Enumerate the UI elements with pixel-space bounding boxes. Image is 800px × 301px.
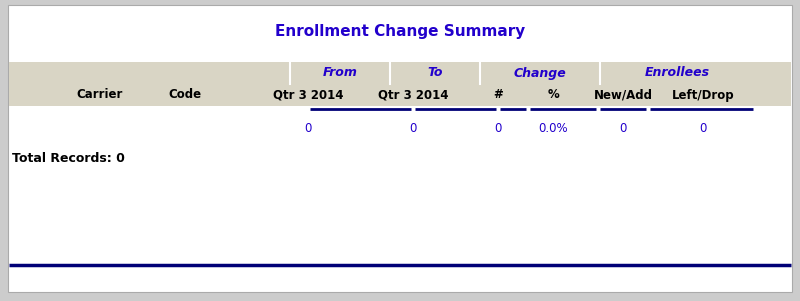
Text: #: # — [493, 88, 503, 101]
Text: 0: 0 — [494, 122, 502, 135]
Text: Left/Drop: Left/Drop — [672, 88, 734, 101]
Text: Qtr 3 2014: Qtr 3 2014 — [273, 88, 343, 101]
Text: 0: 0 — [304, 122, 312, 135]
Text: 0: 0 — [699, 122, 706, 135]
Bar — [9, 62, 791, 106]
Text: %: % — [547, 88, 559, 101]
Text: Qtr 3 2014: Qtr 3 2014 — [378, 88, 448, 101]
Text: Total Records: 0: Total Records: 0 — [12, 151, 125, 165]
Text: 0: 0 — [410, 122, 417, 135]
Text: From: From — [322, 67, 358, 79]
Text: Code: Code — [169, 88, 202, 101]
Text: Enrollees: Enrollees — [645, 67, 710, 79]
Text: Carrier: Carrier — [77, 88, 123, 101]
Text: Change: Change — [514, 67, 566, 79]
Text: New/Add: New/Add — [594, 88, 653, 101]
Text: 0.0%: 0.0% — [538, 122, 568, 135]
Text: 0: 0 — [619, 122, 626, 135]
Text: Enrollment Change Summary: Enrollment Change Summary — [275, 24, 525, 39]
Text: To: To — [427, 67, 442, 79]
